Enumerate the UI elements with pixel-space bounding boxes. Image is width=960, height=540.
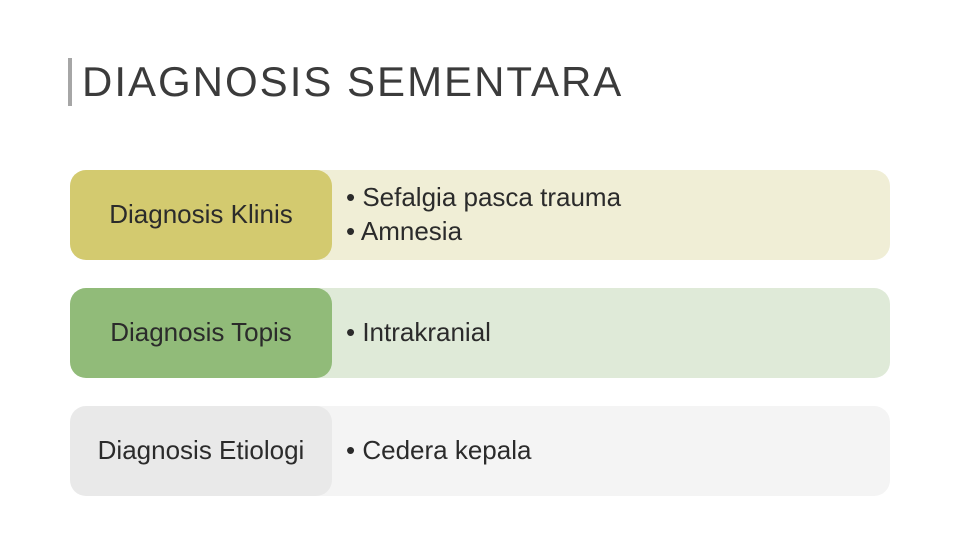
diagnosis-rows: Diagnosis Klinis • Sefalgia pasca trauma… bbox=[70, 170, 890, 524]
row-label: Diagnosis Topis bbox=[70, 288, 332, 378]
title-rule bbox=[68, 58, 72, 106]
bullet-item: • Sefalgia pasca trauma bbox=[346, 181, 890, 215]
slide-title: DIAGNOSIS SEMENTARA bbox=[82, 58, 623, 106]
row-content: • Sefalgia pasca trauma • Amnesia bbox=[316, 170, 890, 260]
row-content: • Cedera kepala bbox=[316, 406, 890, 496]
row-label: Diagnosis Etiologi bbox=[70, 406, 332, 496]
diagnosis-row: Diagnosis Etiologi • Cedera kepala bbox=[70, 406, 890, 496]
row-label: Diagnosis Klinis bbox=[70, 170, 332, 260]
bullet-item: • Intrakranial bbox=[346, 316, 890, 350]
bullet-item: • Cedera kepala bbox=[346, 434, 890, 468]
diagnosis-row: Diagnosis Klinis • Sefalgia pasca trauma… bbox=[70, 170, 890, 260]
bullet-item: • Amnesia bbox=[346, 215, 890, 249]
diagnosis-row: Diagnosis Topis • Intrakranial bbox=[70, 288, 890, 378]
row-content: • Intrakranial bbox=[316, 288, 890, 378]
